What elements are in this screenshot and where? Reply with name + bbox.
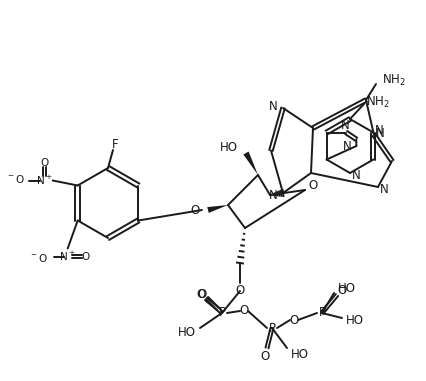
Text: F: F [112, 138, 118, 150]
Text: N: N [343, 139, 351, 152]
Polygon shape [243, 152, 258, 175]
Text: HO: HO [178, 325, 196, 338]
Text: $^-$O: $^-$O [6, 173, 25, 184]
Polygon shape [207, 205, 228, 213]
Text: HO: HO [220, 141, 238, 154]
Text: P: P [319, 306, 325, 320]
Text: N$^+$: N$^+$ [36, 174, 53, 187]
Text: N: N [269, 99, 278, 112]
Text: O: O [196, 288, 206, 301]
Text: O: O [239, 304, 249, 317]
Text: O: O [40, 157, 49, 168]
Text: N$^+$: N$^+$ [59, 250, 76, 263]
Text: NH$_2$: NH$_2$ [382, 72, 406, 88]
Text: O: O [289, 314, 299, 327]
Text: O: O [337, 283, 347, 296]
Text: P: P [219, 306, 225, 320]
Text: $^-$O: $^-$O [29, 253, 48, 264]
Text: N: N [269, 189, 278, 202]
Text: N: N [351, 168, 360, 181]
Text: O: O [197, 288, 207, 301]
Text: O: O [236, 285, 245, 298]
Text: O: O [260, 349, 270, 362]
Text: N: N [375, 124, 384, 137]
Text: P: P [268, 322, 276, 335]
Text: HO: HO [346, 314, 364, 327]
Text: NH$_2$: NH$_2$ [366, 94, 390, 110]
Text: O: O [191, 203, 200, 216]
Text: O: O [81, 251, 90, 261]
Text: N: N [376, 126, 384, 139]
Text: HO: HO [338, 282, 356, 296]
Text: N: N [380, 182, 389, 195]
Text: N: N [341, 119, 349, 132]
Text: O: O [308, 179, 318, 192]
Text: HO: HO [291, 347, 309, 360]
